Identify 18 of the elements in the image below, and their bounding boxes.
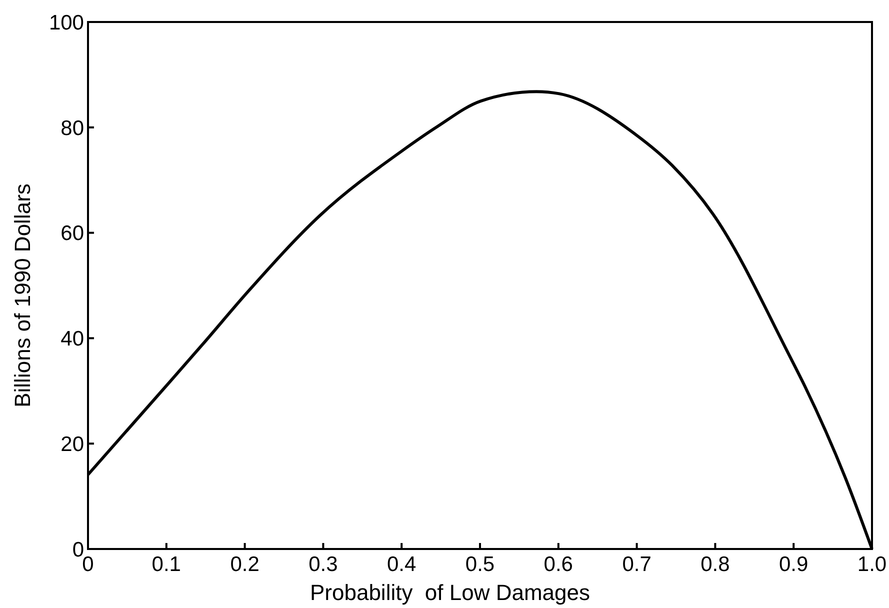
x-axis-title: Probability of Low Damages bbox=[310, 580, 590, 605]
x-tick-label: 0.7 bbox=[622, 553, 652, 576]
x-tick-label: 0.1 bbox=[152, 553, 181, 576]
y-tick-label: 80 bbox=[60, 116, 84, 140]
x-tick-label: 0.5 bbox=[465, 553, 495, 576]
x-tick-label: 0.6 bbox=[544, 553, 573, 576]
x-tick-label: 1.0 bbox=[857, 553, 887, 576]
x-tick-label: 0.8 bbox=[700, 553, 730, 576]
x-tick-label: 0.9 bbox=[779, 553, 808, 576]
y-tick-label: 100 bbox=[48, 11, 84, 34]
y-tick-label: 40 bbox=[60, 328, 84, 351]
x-tick-label: 0.4 bbox=[387, 553, 417, 576]
y-tick-label: 0 bbox=[72, 538, 84, 562]
x-tick-label: 0.3 bbox=[308, 553, 338, 576]
y-tick-label: 20 bbox=[60, 432, 84, 456]
y-axis-title: Billions of 1990 Dollars bbox=[10, 184, 35, 408]
x-tick-label: 0.2 bbox=[230, 553, 260, 576]
y-tick-label: 60 bbox=[60, 222, 84, 246]
